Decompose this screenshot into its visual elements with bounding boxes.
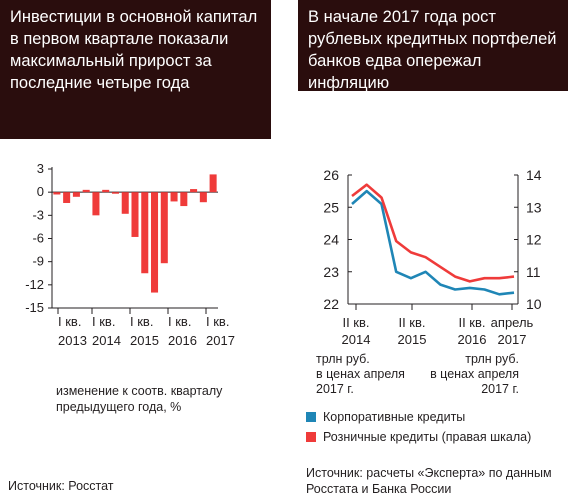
right-right-unit: в ценах апреля: [430, 367, 519, 381]
right-left-ytick-label: 24: [323, 232, 339, 248]
left-bar: [209, 174, 217, 193]
left-xtick-label-year: 2014: [92, 333, 121, 348]
legend-swatch-retail: [306, 432, 316, 442]
left-xtick-label-year: 2017: [206, 333, 235, 348]
right-xtick-label-year: 2017: [498, 332, 527, 347]
left-xtick-label-year: 2016: [168, 333, 197, 348]
left-bar: [141, 192, 149, 274]
left-xtick-label-year: 2015: [130, 333, 159, 348]
right-xtick-label-period: II кв.: [458, 315, 485, 330]
left-ylabel-line2: предыдущего года, %: [56, 400, 182, 414]
left-xtick-label-year: 2013: [58, 333, 87, 348]
right-left-ytick-label: 23: [323, 264, 339, 280]
right-left-ytick-label: 25: [323, 199, 339, 215]
left-xtick-label-quarter: I кв.: [130, 314, 153, 329]
left-xtick-label-quarter: I кв.: [168, 314, 191, 329]
left-bar: [170, 192, 178, 202]
right-source-line2: Росстата и Банка России: [306, 482, 452, 496]
left-bar: [199, 192, 207, 203]
left-bar: [160, 192, 168, 264]
left-bar: [92, 192, 100, 216]
right-xtick-label-period: II кв.: [342, 315, 369, 330]
right-xtick-label-period: II кв.: [398, 315, 425, 330]
right-right-ytick-label: 11: [526, 264, 541, 280]
right-left-unit: трлн руб.: [316, 352, 370, 366]
left-xtick-label-quarter: I кв.: [58, 314, 81, 329]
left-bar: [111, 192, 119, 194]
left-bar: [72, 192, 80, 197]
retail-loans-line: [351, 183, 515, 283]
right-left-unit: в ценах апреля: [316, 367, 405, 381]
left-ytick-label: 3: [37, 161, 44, 176]
right-right-ytick-label: 10: [526, 296, 542, 312]
left-ylabel-line1: изменение к соотв. кварталу: [56, 384, 223, 398]
left-bar: [63, 192, 71, 203]
right-left-unit: 2017 г.: [316, 382, 354, 396]
left-chart-title: Инвестиции в основной капитал в первом к…: [0, 0, 271, 139]
right-right-unit: 2017 г.: [481, 382, 519, 396]
left-xtick-label-quarter: I кв.: [206, 314, 229, 329]
legend-label-corporate: Корпоративные кредиты: [323, 410, 466, 424]
right-xtick-label-year: 2014: [342, 332, 371, 347]
left-bar: [102, 189, 110, 193]
left-source: Источник: Росстат: [8, 479, 114, 493]
left-ytick-label: -6: [32, 231, 44, 246]
right-chart-title: В начале 2017 года рост рублевых кредитн…: [298, 0, 568, 92]
left-bar: [151, 192, 159, 293]
left-bar: [121, 192, 129, 214]
left-bar: [180, 192, 188, 207]
right-right-ytick-label: 12: [526, 232, 542, 248]
right-xtick-label-year: 2016: [458, 332, 487, 347]
left-ytick-label: -12: [25, 277, 44, 292]
left-ytick-label: -15: [25, 300, 44, 315]
legend-label-retail: Розничные кредиты (правая шкала): [323, 430, 532, 444]
corporate-loans-line: [351, 189, 515, 296]
legend-item-retail: Розничные кредиты (правая шкала): [306, 430, 531, 444]
legend-item-corporate: Корпоративные кредиты: [306, 410, 465, 424]
right-source-line1: Источник: расчеты «Эксперта» по данным: [306, 466, 552, 480]
right-xtick-label-period: апрель: [491, 315, 534, 330]
right-xtick-label-year: 2015: [398, 332, 427, 347]
left-bar: [190, 189, 198, 193]
left-bar: [82, 189, 90, 193]
left-bar: [53, 192, 61, 195]
left-ytick-label: 0: [37, 184, 44, 199]
right-right-ytick-label: 14: [526, 167, 542, 183]
right-right-ytick-label: 13: [526, 199, 542, 215]
legend-swatch-corporate: [306, 412, 316, 422]
right-right-unit: трлн руб.: [465, 352, 519, 366]
right-left-ytick-label: 22: [323, 296, 339, 312]
left-xtick-label-quarter: I кв.: [92, 314, 115, 329]
left-ytick-label: -9: [32, 254, 44, 269]
left-ytick-label: -3: [32, 207, 44, 222]
left-bar: [131, 192, 139, 237]
right-left-ytick-label: 26: [323, 167, 339, 183]
